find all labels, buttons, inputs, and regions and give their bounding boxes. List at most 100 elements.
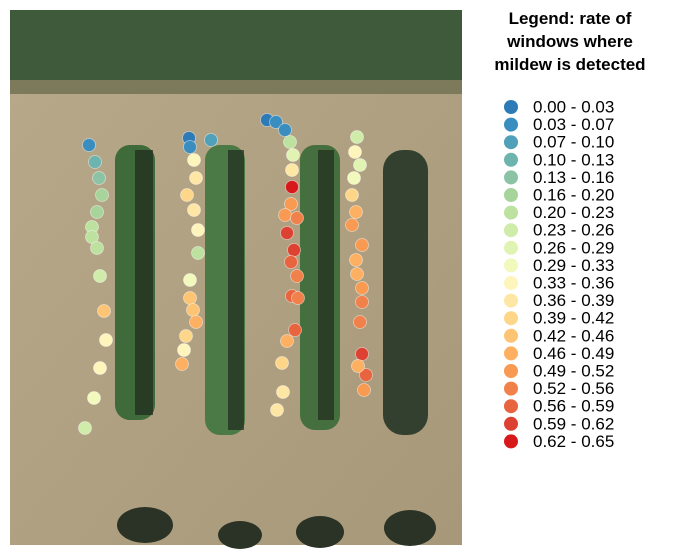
sample-point <box>286 164 299 177</box>
sample-point <box>289 324 302 337</box>
legend-swatch <box>504 188 518 202</box>
sample-point <box>292 292 305 305</box>
sample-point <box>281 227 294 240</box>
legend-label: 0.03 - 0.07 <box>533 115 614 134</box>
legend-swatch <box>504 153 518 167</box>
sample-point <box>184 292 197 305</box>
sample-point <box>192 247 205 260</box>
sample-point <box>184 274 197 287</box>
legend-label: 0.36 - 0.39 <box>533 291 614 310</box>
legend-label: 0.56 - 0.59 <box>533 397 614 416</box>
legend-title: Legend: rate of <box>509 9 632 28</box>
sample-point <box>190 316 203 329</box>
legend-swatch <box>504 241 518 255</box>
sample-point <box>83 139 96 152</box>
sample-point <box>188 204 201 217</box>
sample-point <box>354 316 367 329</box>
legend-label: 0.07 - 0.10 <box>533 133 614 152</box>
sample-point <box>356 296 369 309</box>
sample-point <box>176 358 189 371</box>
sample-point <box>288 244 301 257</box>
legend-label: 0.46 - 0.49 <box>533 344 614 363</box>
sample-point <box>291 212 304 225</box>
sample-point <box>351 131 364 144</box>
sample-point <box>287 149 300 162</box>
legend-swatch <box>504 364 518 378</box>
legend-swatch <box>504 399 518 413</box>
legend-swatch <box>504 346 518 360</box>
figure: Legend: rate of windows where mildew is de… <box>0 0 673 553</box>
sample-point <box>91 242 104 255</box>
legend-label: 0.10 - 0.13 <box>533 150 614 169</box>
sample-point <box>348 172 361 185</box>
legend-swatch <box>504 417 518 431</box>
aerial-image <box>10 10 462 549</box>
sample-point <box>192 224 205 237</box>
sample-point <box>284 136 297 149</box>
sample-point <box>188 154 201 167</box>
legend-swatch <box>504 100 518 114</box>
legend-swatch <box>504 135 518 149</box>
sample-point <box>346 189 359 202</box>
legend-label: 0.13 - 0.16 <box>533 168 614 187</box>
sample-point <box>88 392 101 405</box>
sample-point <box>184 141 197 154</box>
legend-label: 0.52 - 0.56 <box>533 379 614 398</box>
sample-point <box>279 209 292 222</box>
sample-point <box>279 124 292 137</box>
sample-point <box>89 156 102 169</box>
sample-point <box>285 256 298 269</box>
sample-point <box>190 172 203 185</box>
legend-swatch <box>504 206 518 220</box>
sample-point <box>205 134 218 147</box>
sample-point <box>350 206 363 219</box>
legend-swatch <box>504 170 518 184</box>
sample-point <box>350 254 363 267</box>
sample-point <box>281 335 294 348</box>
legend-label: 0.59 - 0.62 <box>533 414 614 433</box>
sample-point <box>96 189 109 202</box>
sample-point <box>94 270 107 283</box>
legend-label: 0.42 - 0.46 <box>533 326 614 345</box>
sample-point <box>291 270 304 283</box>
sample-point <box>351 268 364 281</box>
legend-swatch <box>504 434 518 448</box>
sample-point <box>91 206 104 219</box>
legend-title: mildew is detected <box>494 55 645 74</box>
legend-swatch <box>504 329 518 343</box>
sample-point <box>180 330 193 343</box>
sample-point <box>178 344 191 357</box>
legend-title: windows where <box>506 32 633 51</box>
legend-swatch <box>504 311 518 325</box>
legend-label: 0.29 - 0.33 <box>533 256 614 275</box>
sample-point <box>356 348 369 361</box>
legend-label: 0.20 - 0.23 <box>533 203 614 222</box>
legend-label: 0.16 - 0.20 <box>533 185 614 204</box>
sample-point <box>277 386 290 399</box>
sample-point <box>271 404 284 417</box>
legend-swatch <box>504 294 518 308</box>
legend-label: 0.26 - 0.29 <box>533 238 614 257</box>
legend-label: 0.39 - 0.42 <box>533 309 614 328</box>
sample-point <box>349 146 362 159</box>
sample-point <box>98 305 111 318</box>
sample-point <box>358 384 371 397</box>
sample-point <box>79 422 92 435</box>
sample-point <box>93 172 106 185</box>
page: {"legend": {"title": ["Legend: rate of",… <box>0 0 673 553</box>
legend-label: 0.00 - 0.03 <box>533 97 614 116</box>
legend-swatch <box>504 382 518 396</box>
legend-swatch <box>504 118 518 132</box>
legend-swatch <box>504 258 518 272</box>
legend-label: 0.49 - 0.52 <box>533 361 614 380</box>
legend-label: 0.23 - 0.26 <box>533 221 614 240</box>
sample-point <box>354 159 367 172</box>
sample-point <box>187 304 200 317</box>
sample-point <box>346 219 359 232</box>
sample-point <box>276 357 289 370</box>
sample-point <box>352 360 365 373</box>
sample-point <box>286 181 299 194</box>
legend: Legend: rate of windows where mildew is de… <box>494 9 645 451</box>
legend-swatch <box>504 223 518 237</box>
legend-label: 0.33 - 0.36 <box>533 273 614 292</box>
